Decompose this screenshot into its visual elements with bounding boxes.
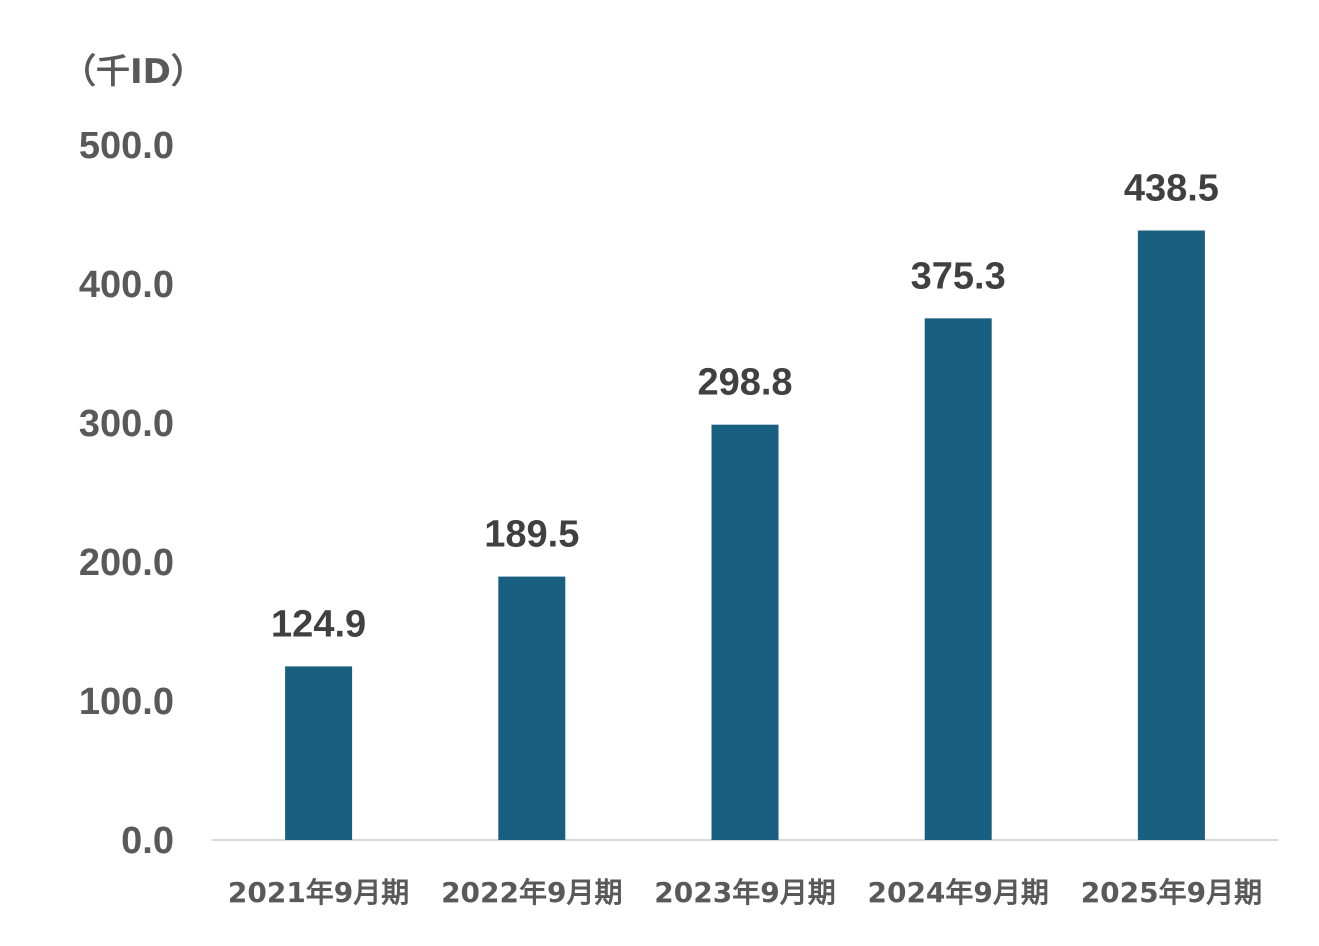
y-tick-label: 200.0: [79, 542, 174, 584]
data-label: 375.3: [911, 255, 1006, 297]
x-tick-label: 2022年9月期: [441, 876, 622, 909]
data-label: 438.5: [1124, 167, 1219, 209]
y-tick-label: 300.0: [79, 403, 174, 445]
y-tick-label: 400.0: [79, 264, 174, 306]
unit-label: （千ID）: [62, 52, 205, 92]
x-tick-label: 2025年9月期: [1081, 876, 1262, 909]
y-tick-label: 0.0: [121, 820, 174, 862]
bar: [924, 318, 992, 840]
x-tick-label: 2024年9月期: [867, 876, 1048, 909]
data-labels: 124.9 189.5 298.8 375.3 438.5: [271, 167, 1219, 645]
data-label: 298.8: [697, 362, 792, 404]
y-tick-label: 500.0: [79, 125, 174, 167]
data-label: 189.5: [484, 514, 579, 556]
y-axis-ticks: 0.0 100.0 200.0 300.0 400.0 500.0: [79, 125, 174, 862]
bars: [285, 230, 1205, 841]
bar: [1137, 230, 1205, 841]
bar: [711, 424, 779, 840]
bar: [498, 576, 566, 840]
x-tick-label: 2023年9月期: [654, 876, 835, 909]
x-axis-ticks: 2021年9月期 2022年9月期 2023年9月期 2024年9月期 2025年9月期: [228, 876, 1262, 909]
bar: [285, 666, 353, 840]
data-label: 124.9: [271, 603, 366, 645]
x-tick-label: 2021年9月期: [228, 876, 409, 909]
y-tick-label: 100.0: [79, 681, 174, 723]
